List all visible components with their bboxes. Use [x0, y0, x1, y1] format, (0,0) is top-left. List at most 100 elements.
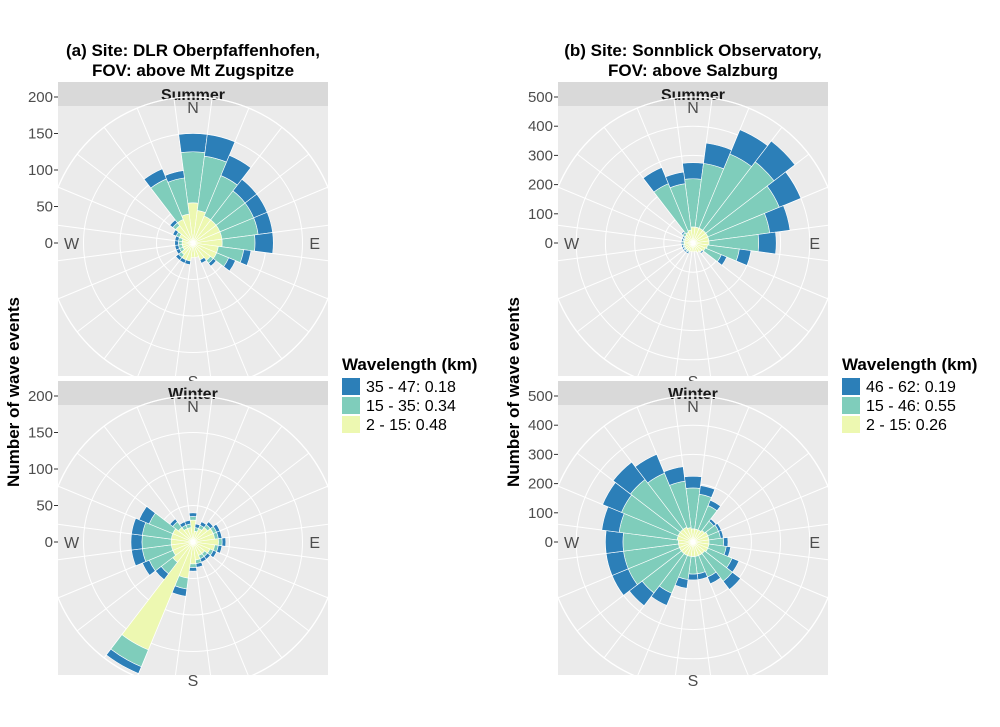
chart-a-winter-bar-315deg-35-47 — [169, 518, 178, 527]
chart-b-summer-bar-0deg-46-62 — [682, 162, 704, 180]
chart-b-winter-r-tick-label: 300 — [528, 446, 553, 463]
chart-b-winter-direction-E: E — [809, 535, 820, 552]
chart-a-summer-bar-120deg-35-47 — [223, 257, 236, 272]
chart-a-winter-bar-180deg-35-47 — [188, 566, 198, 572]
chart-a-summer-r-tick-label: 50 — [36, 199, 53, 216]
chart-a-summer-direction-N: N — [187, 100, 199, 117]
chart-b-summer-bar-330deg-46-62 — [642, 167, 669, 193]
chart-a-winter-r-tick-label: 150 — [28, 425, 53, 442]
chart-b-summer-bar-135deg-46-62 — [699, 249, 704, 254]
chart-a-legend-swatch-short — [342, 416, 360, 433]
chart-b-title-line2: FOV: above Salzburg — [608, 61, 778, 80]
chart-a-summer-bar-135deg-35-47 — [208, 258, 217, 267]
chart-b-winter-r-tick-label: 0 — [545, 534, 553, 551]
chart-b-summer-direction-N: N — [687, 100, 699, 117]
chart-a-legend-label-long: 35 - 47: 0.18 — [366, 379, 456, 396]
chart-b-winter-bar-330deg-46-62 — [634, 453, 665, 484]
chart-b-summer-bar-90deg-46-62 — [757, 231, 777, 255]
chart-b-summer-radial-gridline — [548, 242, 694, 263]
chart-a-summer-bar-225deg-35-47 — [175, 253, 183, 261]
chart-a-winter-bar-90deg-15-35 — [217, 537, 223, 547]
chart-b-summer-r-tick-label: 400 — [528, 118, 553, 135]
chart-a-summer-r-tick-label: 0 — [45, 235, 53, 252]
chart-a-summer-r-tick-label: 100 — [28, 162, 53, 179]
chart-a-winter-bar-0deg-15-35 — [189, 516, 197, 521]
chart-b-summer-direction-W: W — [564, 236, 580, 253]
chart-b-winter-direction-S: S — [688, 673, 699, 690]
chart-a-summer-bar-345deg-35-47 — [164, 170, 185, 183]
chart-a-winter-r-tick-label: 100 — [28, 461, 53, 478]
chart-b-summer-bar-105deg-46-62 — [735, 248, 752, 266]
chart-a-winter-direction-E: E — [309, 535, 320, 552]
chart-a-winter-value-gridline — [46, 395, 340, 689]
chart-a-summer-bar-90deg-35-47 — [254, 232, 274, 254]
chart-b-legend-swatch-mid — [842, 397, 860, 414]
chart-a-winter-bar-300deg-35-47 — [138, 506, 156, 525]
chart-b-summer-radial-gridline — [576, 242, 694, 333]
chart-a-summer-bar-270deg-35-47 — [174, 240, 179, 246]
chart-b-summer-radial-gridline — [636, 242, 694, 379]
chart-a-summer-bar-15deg-35-47 — [204, 134, 236, 163]
chart-a-legend-label-mid: 15 - 35: 0.34 — [366, 398, 456, 415]
chart-b-winter-bar-0deg-46-62 — [684, 476, 702, 489]
chart-a-winter-bar-120deg-35-47 — [209, 549, 217, 558]
chart-b-summer-radial-gridline — [576, 153, 694, 244]
chart-b-summer-radial-gridline — [603, 242, 694, 360]
chart-b-winter-bar-180deg-46-62 — [687, 573, 699, 581]
chart-b-summer-value-gridline — [575, 125, 811, 361]
chart-b-summer-radial-gridline — [692, 242, 783, 360]
chart-a-summer-bar-0deg-35-47 — [178, 133, 208, 153]
chart-a-summer-strip-label: Summer — [161, 87, 225, 104]
chart-b-legend-label-mid: 15 - 46: 0.55 — [866, 398, 956, 415]
chart-b-summer-radial-gridline — [673, 242, 694, 388]
chart-b-summer-value-gridline — [604, 154, 782, 332]
chart-b-summer-r-tick-label: 100 — [528, 206, 553, 223]
chart-b-winter-bar-15deg-46-62 — [698, 485, 716, 498]
chart-b-legend-label-long: 46 - 62: 0.19 — [866, 379, 956, 396]
chart-a-legend-swatch-long — [342, 378, 360, 395]
chart-a-legend-label-short: 2 - 15: 0.48 — [366, 417, 447, 434]
chart-b-summer-bar-75deg-46-62 — [764, 205, 791, 234]
chart-a-winter-bar-345deg-35-47 — [184, 519, 191, 526]
chart-b-winter-value-gridline — [546, 395, 840, 689]
chart-a-winter-bar-90deg-35-47 — [221, 537, 227, 547]
chart-b-winter-bar-150deg-46-62 — [707, 571, 721, 585]
chart-b-summer-r-tick-label: 200 — [528, 177, 553, 194]
chart-a-title-line2: FOV: above Mt Zugspitze — [92, 61, 294, 80]
chart-b-summer-bar-150deg-2-15 — [692, 242, 700, 253]
chart-b-summer-radial-gridline — [557, 242, 694, 300]
chart-b-winter-r-tick-label: 400 — [528, 417, 553, 434]
chart-b-summer-bar-60deg-46-62 — [766, 171, 802, 208]
chart-a-winter-value-gridline — [83, 432, 303, 652]
chart-a-winter-bar-285deg-35-47 — [131, 517, 147, 536]
chart-b-y-axis-label: Number of wave events — [504, 297, 523, 487]
chart-a-winter-strip — [58, 381, 328, 405]
chart-b-winter-r-tick-label: 100 — [528, 505, 553, 522]
chart-b-summer-radial-gridline — [557, 186, 694, 244]
chart-b-legend-swatch-short — [842, 416, 860, 433]
chart-b-winter-direction-W: W — [564, 535, 580, 552]
chart-a-winter-bar-270deg-35-47 — [130, 533, 143, 551]
chart-b-winter-bar-135deg-46-62 — [722, 571, 741, 590]
chart-b-winter-r-tick-label: 200 — [528, 476, 553, 493]
chart-a-winter-bar-105deg-35-47 — [216, 544, 223, 554]
chart-b-summer-strip — [558, 82, 828, 106]
chart-a-winter-panel: Winter 200 150 100 50 0 N S E W — [28, 381, 340, 690]
chart-b-winter-bar-90deg-46-62 — [723, 537, 729, 547]
chart-a-legend-swatch-mid — [342, 397, 360, 414]
chart-a-y-axis-label: Number of wave events — [4, 297, 23, 487]
chart-a-summer-direction-E: E — [309, 236, 320, 253]
chart-b-summer-panel: Summer5004003002001000NSEW — [528, 82, 840, 391]
chart-b-summer-radial-gridline — [692, 242, 750, 379]
chart-b-winter-strip — [558, 381, 828, 405]
chart-b-summer-bar-345deg-46-62 — [665, 171, 686, 189]
chart-b-winter-bar-345deg-46-62 — [663, 466, 686, 486]
chart-b-summer-r-tick-label: 300 — [528, 147, 553, 164]
chart-a-winter-r-tick-label: 0 — [45, 534, 53, 551]
chart-b-summer-direction-E: E — [809, 236, 820, 253]
chart-b-winter-strip-label: Winter — [668, 386, 718, 403]
chart-a-summer-bar-105deg-35-47 — [239, 249, 252, 266]
chart-b-winter-direction-N: N — [687, 399, 699, 416]
chart-a-winter-direction-S: S — [188, 673, 199, 690]
